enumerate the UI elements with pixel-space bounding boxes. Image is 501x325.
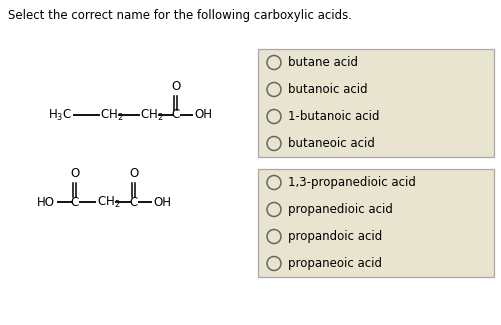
Text: OH: OH xyxy=(153,196,171,209)
Text: C: C xyxy=(130,196,138,209)
Text: H$_3$C: H$_3$C xyxy=(48,108,72,123)
Text: C: C xyxy=(71,196,79,209)
FancyBboxPatch shape xyxy=(258,169,494,277)
Text: C: C xyxy=(172,109,180,122)
Text: 1-butanoic acid: 1-butanoic acid xyxy=(288,110,379,123)
Text: O: O xyxy=(129,167,139,180)
Text: OH: OH xyxy=(194,109,212,122)
Text: HO: HO xyxy=(37,196,55,209)
Text: propaneoic acid: propaneoic acid xyxy=(288,257,382,270)
FancyBboxPatch shape xyxy=(258,49,494,157)
Text: CH$_2$: CH$_2$ xyxy=(140,108,164,123)
Text: propanedioic acid: propanedioic acid xyxy=(288,203,393,216)
Text: 1,3-propanedioic acid: 1,3-propanedioic acid xyxy=(288,176,416,189)
Text: propandoic acid: propandoic acid xyxy=(288,230,382,243)
Text: O: O xyxy=(171,80,181,93)
Text: butane acid: butane acid xyxy=(288,56,358,69)
Text: butanoic acid: butanoic acid xyxy=(288,83,368,96)
Text: butaneoic acid: butaneoic acid xyxy=(288,137,375,150)
Text: CH$_2$: CH$_2$ xyxy=(100,108,124,123)
Text: Select the correct name for the following carboxylic acids.: Select the correct name for the followin… xyxy=(8,9,352,22)
Text: CH$_2$: CH$_2$ xyxy=(97,194,121,210)
Text: O: O xyxy=(70,167,80,180)
